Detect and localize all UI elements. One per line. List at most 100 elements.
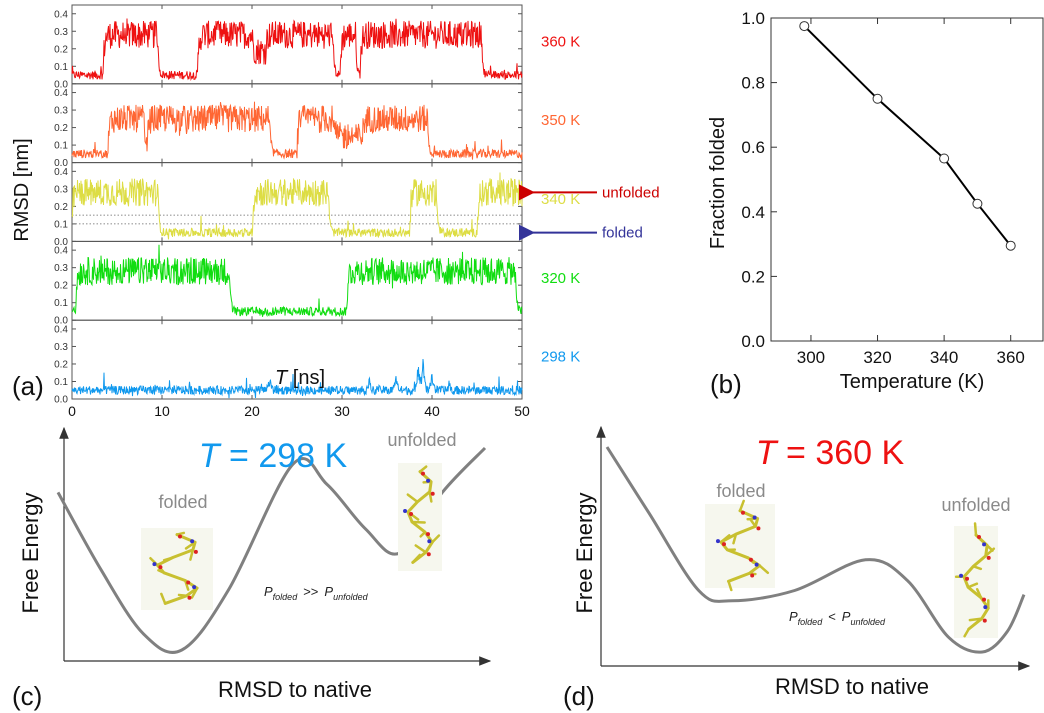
peptide-structure-image: [149, 531, 199, 605]
molecule-backdrop: [141, 528, 213, 610]
x-tick-label: 10: [154, 403, 170, 419]
state-annotations: unfolded folded: [519, 184, 660, 242]
rmsd-row-360k: 0.0 0.1 0.2 0.3 0.4 360 K: [54, 4, 580, 90]
y-tick-label: 0.4: [54, 88, 68, 99]
panel-title: T = 360 K: [756, 434, 905, 472]
rmsd-trace: [71, 244, 523, 318]
rmsd-row-350k: 0.0 0.1 0.2 0.3 0.4 350 K: [54, 83, 580, 169]
side-chain: [160, 592, 167, 605]
oxygen-atom: [748, 557, 753, 562]
x-axis-title: RMSD to native: [775, 674, 929, 699]
side-chain: [189, 548, 195, 561]
panel-label-b: (b): [710, 369, 742, 399]
nitrogen-atom: [152, 562, 157, 567]
molecule-backdrop: [954, 526, 998, 638]
title-italic: T: [199, 437, 222, 475]
side-chain: [157, 568, 166, 575]
oxygen-atom: [986, 555, 991, 560]
side-chain: [975, 588, 983, 599]
x-tick-label: 50: [514, 403, 530, 419]
side-chain: [431, 534, 441, 544]
side-chain: [177, 593, 188, 598]
side-chain: [966, 582, 979, 589]
y-tick-label: 0.1: [54, 377, 68, 388]
plot-frame: [770, 17, 1044, 342]
x-tick-label: 300: [797, 348, 825, 367]
side-chain: [411, 553, 422, 564]
rmsd-trace: [71, 18, 523, 82]
oxygen-atom: [426, 532, 431, 537]
y-tick-label: 0.0: [54, 79, 68, 90]
x-axis-title-a-italic: T: [275, 367, 289, 389]
p-symbol: P: [324, 584, 333, 599]
fraction-line: [803, 25, 1012, 247]
side-chain: [190, 586, 199, 599]
nitrogen-atom: [959, 573, 964, 578]
y-tick-label: 0.3: [54, 263, 68, 274]
side-chain: [732, 532, 738, 545]
y-tick-label: 0.4: [54, 9, 68, 20]
side-chain: [984, 547, 996, 558]
probability-relation: Pfolded >> Punfolded: [264, 584, 369, 602]
side-chain: [738, 499, 745, 512]
panel-title: T = 298 K: [199, 437, 348, 475]
panel-label-a: (a): [12, 371, 44, 401]
nitrogen-atom: [983, 605, 988, 610]
y-tick-label: 0.1: [54, 62, 68, 73]
y-tick-label: 0.4: [741, 203, 765, 222]
y-tick-label: 0.2: [54, 202, 68, 213]
folded-label: folded: [158, 492, 207, 512]
x-tick-label: 20: [244, 403, 260, 419]
y-tick-label: 0.8: [741, 74, 765, 93]
oxygen-atom: [421, 471, 425, 476]
side-chain: [175, 531, 186, 536]
fraction-folded-plot: 0.0 0.2 0.4 0.6 0.8 1.0 300 320 340 360: [741, 9, 1044, 367]
y-tick-label: 0.1: [54, 141, 68, 152]
side-chain: [406, 493, 419, 504]
unfolded-label: unfolded: [387, 430, 456, 450]
title-rest: = 298 K: [220, 437, 348, 475]
series-label: 298 K: [541, 349, 580, 366]
side-chain: [183, 579, 190, 591]
y-tick-label: 0.3: [54, 106, 68, 117]
series-label: 340 K: [541, 191, 580, 208]
x-axis-title-a-rest: [ns]: [287, 367, 325, 389]
nitrogen-atom: [190, 539, 195, 544]
y-tick-label: 0.2: [54, 359, 68, 370]
nitrogen-atom: [715, 539, 720, 544]
side-chain: [968, 617, 984, 622]
y-tick-label: 0.2: [54, 44, 68, 55]
p-symbol: P: [789, 609, 798, 624]
molecule-backdrop: [705, 504, 775, 588]
y-tick-label: 0.4: [54, 246, 68, 257]
oxygen-atom: [756, 526, 761, 531]
oxygen-atom: [982, 618, 987, 623]
rmsd-row-340k: 0.0 0.1 0.2 0.3 0.4 340 K: [54, 162, 580, 248]
x-axis-title: RMSD to native: [218, 677, 372, 702]
p-symbol: P: [842, 609, 851, 624]
peptide-structure-image: [403, 465, 441, 564]
y-tick-label: 0.2: [741, 267, 765, 286]
side-chain: [418, 465, 428, 473]
side-chain: [419, 530, 427, 538]
side-chain: [414, 544, 428, 554]
nitrogen-atom: [426, 478, 431, 483]
rmsd-trace: [71, 358, 523, 399]
x-tick-label: 30: [334, 403, 350, 419]
rmsd-trace: [71, 172, 523, 240]
nitrogen-atom: [982, 542, 987, 547]
side-chain: [162, 556, 175, 562]
series-label: 320 K: [541, 270, 580, 287]
molecule-backdrop: [398, 463, 442, 571]
x-tick-label: 320: [863, 348, 891, 367]
y-tick-label: 0.4: [54, 167, 68, 178]
oxygen-atom: [741, 510, 745, 515]
x-tick-label: 40: [424, 403, 440, 419]
p-subscript: unfolded: [333, 592, 369, 602]
nitrogen-atom: [754, 562, 759, 567]
side-chain: [963, 627, 971, 638]
p-symbol: P: [264, 584, 273, 599]
free-energy-curve: [605, 446, 1026, 654]
